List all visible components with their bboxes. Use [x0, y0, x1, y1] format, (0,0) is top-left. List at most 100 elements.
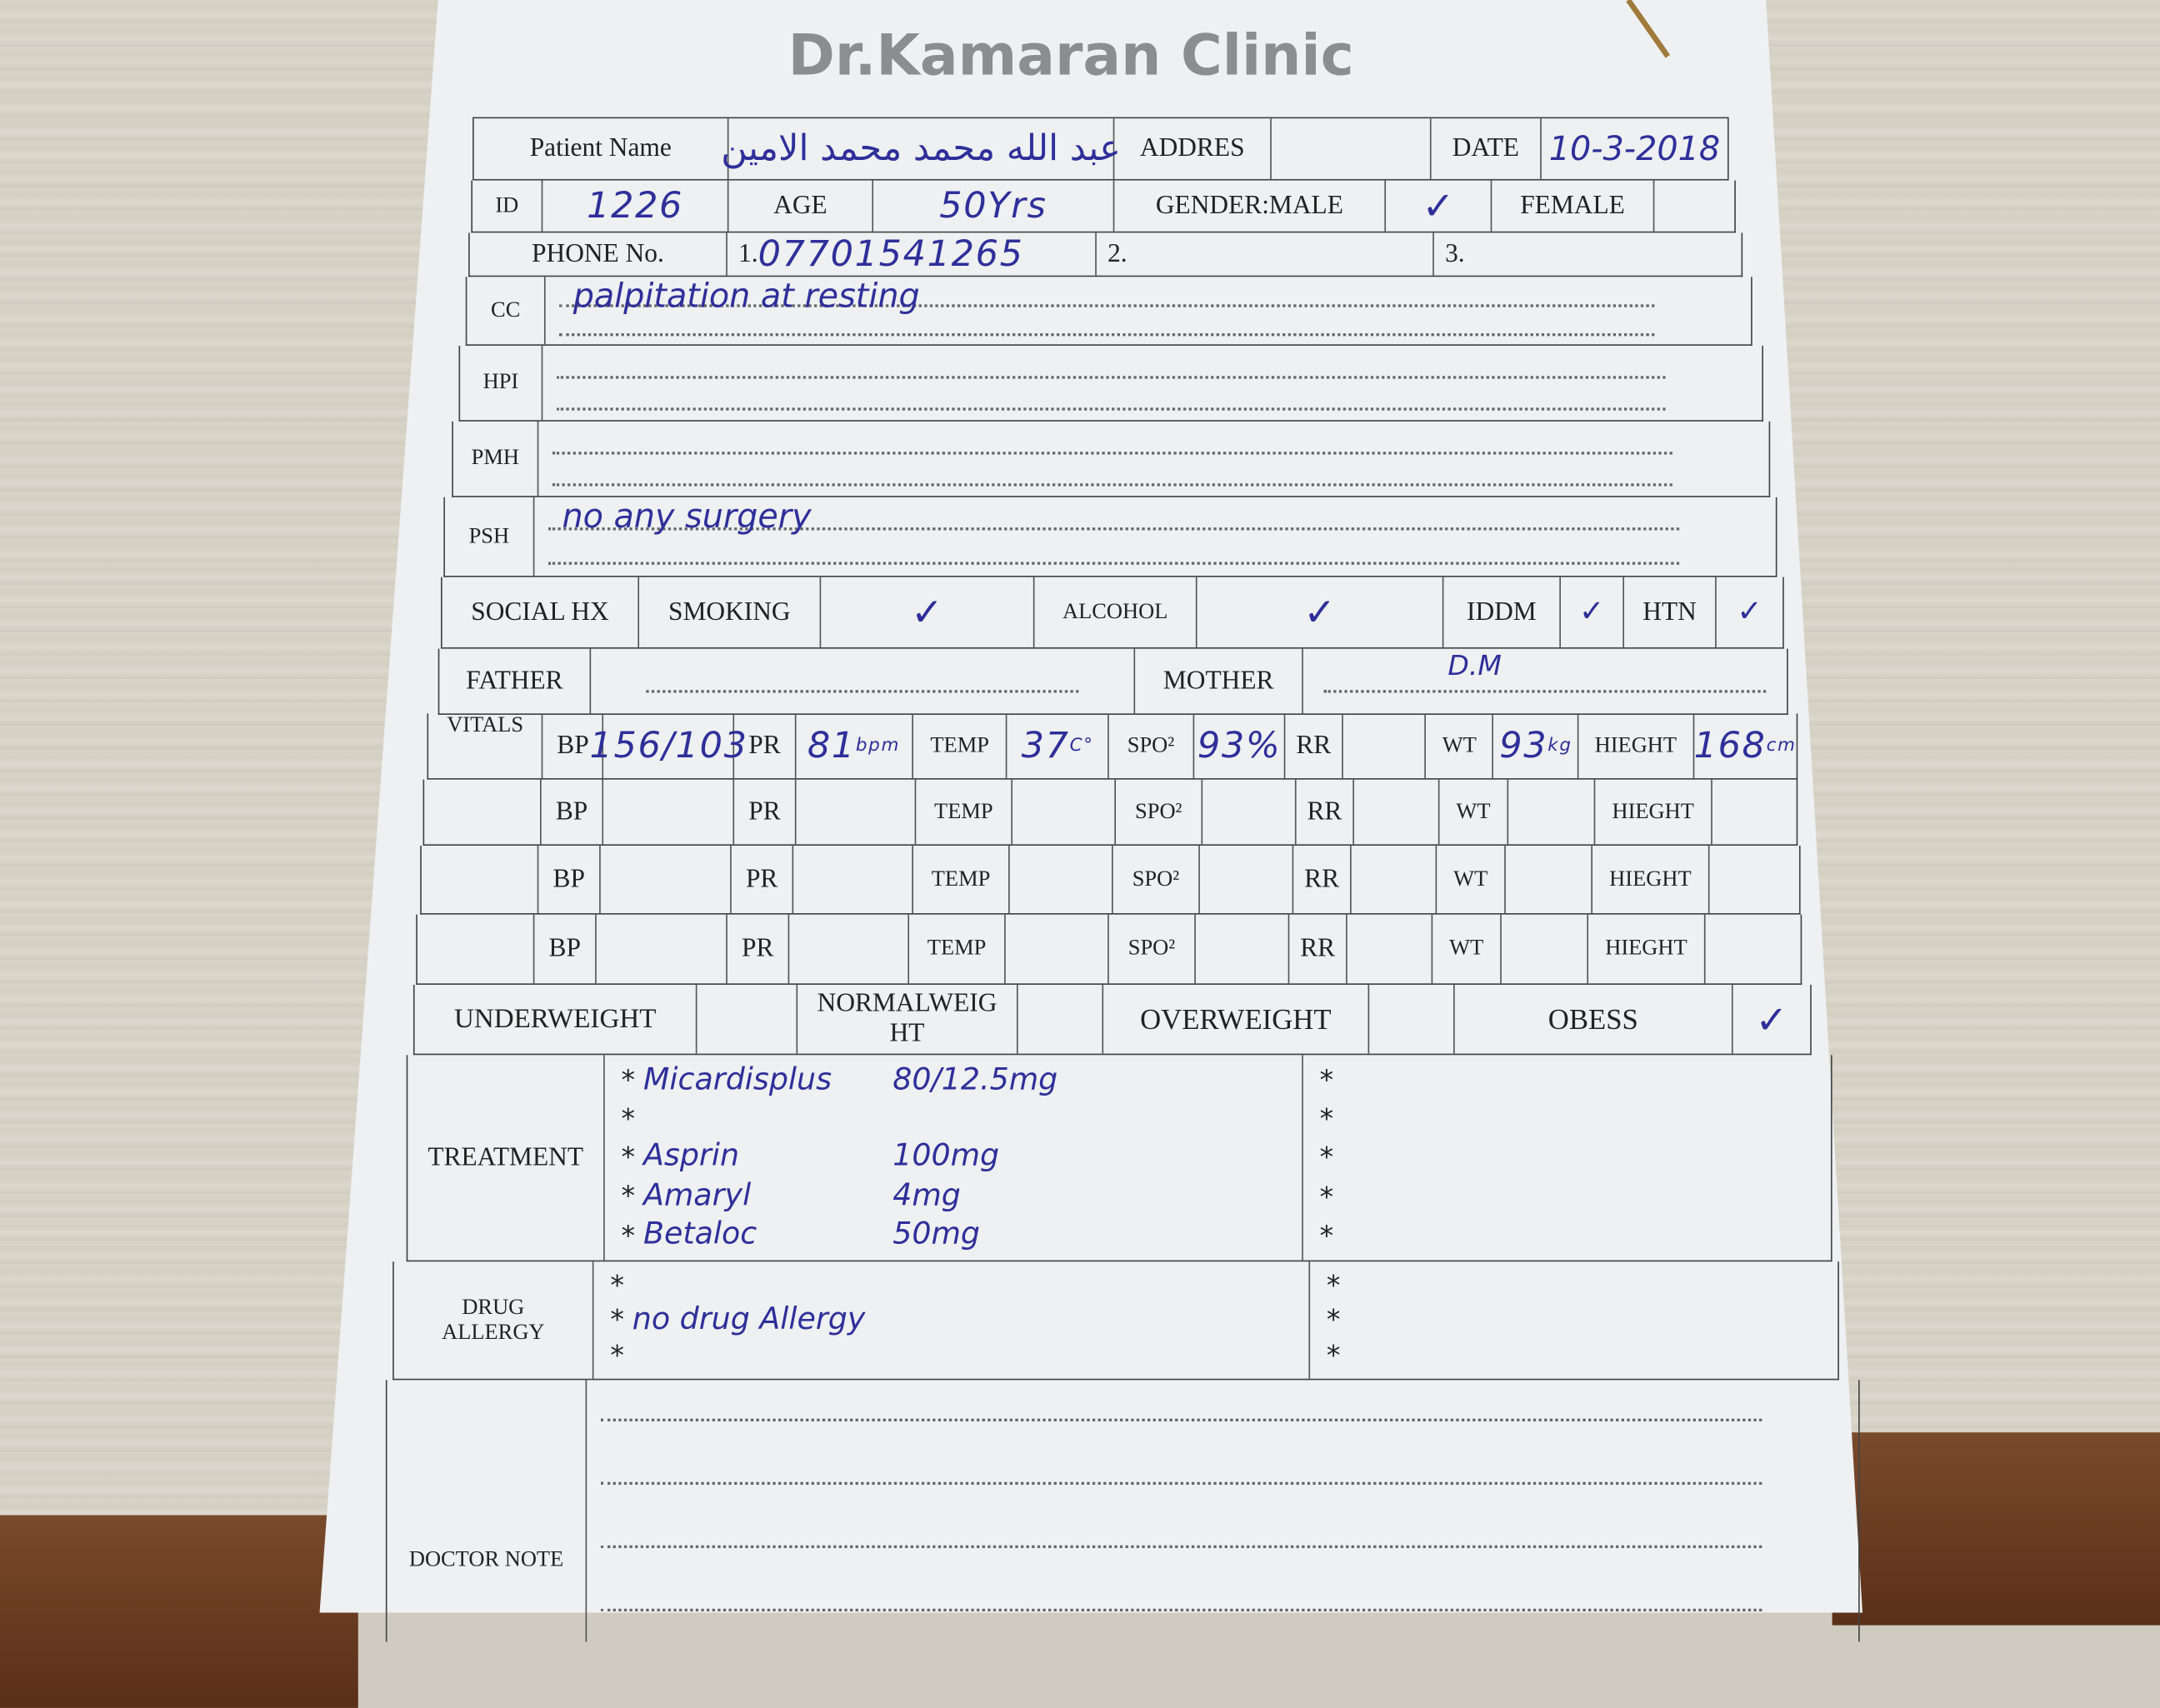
clinic-form-paper	[319, 0, 1862, 1613]
phone-2[interactable]: 2.	[1097, 232, 1434, 276]
alcohol-label: ALCOHOL	[1034, 577, 1198, 647]
rr-label: RR	[1289, 914, 1348, 984]
vitals-row: BP PR TEMP SPO² RR WT HIEGHT	[416, 914, 1802, 985]
female-check-box[interactable]	[1654, 181, 1734, 232]
normal-weight-box[interactable]	[1018, 984, 1104, 1054]
underweight-box[interactable]	[697, 984, 798, 1054]
hpi-row: HPI	[458, 345, 1763, 422]
treatment-row: TREATMENT * Micardisplus 80/12.5mg * * Aspr…	[406, 1055, 1832, 1262]
vitals-row: BP PR TEMP SPO² RR WT HIEGHT	[420, 846, 1801, 915]
social-hx-label: SOCIAL HX	[442, 577, 640, 647]
rr-label: RR	[1286, 713, 1343, 779]
date-field[interactable]: 10-3-2018	[1548, 129, 1721, 168]
pmh-field[interactable]	[538, 422, 1768, 496]
overweight-label: OVERWEIGHT	[1103, 984, 1370, 1054]
psh-value: no any surgery	[562, 497, 812, 537]
bp-label: BP	[542, 779, 604, 845]
spo2-value[interactable]	[1200, 846, 1294, 914]
smoking-check-mark[interactable]: ✓	[821, 577, 1035, 647]
treatment-list[interactable]: * Micardisplus 80/12.5mg * * Asprin 100mg * A…	[605, 1055, 1303, 1261]
treatment-list-2[interactable]: * * * * *	[1319, 1063, 1334, 1252]
bp-label: BP	[543, 713, 604, 779]
alcohol-check-mark[interactable]: ✓	[1198, 577, 1444, 647]
age-field[interactable]: 50Yrs	[873, 180, 1115, 232]
cc-field[interactable]: palpitation at resting	[546, 277, 1751, 344]
wt-unit: kg	[1548, 735, 1572, 757]
height-value[interactable]	[1712, 780, 1797, 845]
phone-1-value: 07701541265	[758, 233, 1024, 275]
pr-value[interactable]	[796, 779, 917, 845]
phone-3[interactable]: 3.	[1445, 238, 1465, 268]
temp-value[interactable]	[1012, 779, 1117, 845]
id-field[interactable]: 1226	[542, 180, 729, 232]
temp-value[interactable]	[1006, 914, 1109, 984]
pr-label: PR	[728, 914, 790, 984]
height-value[interactable]	[1706, 915, 1801, 984]
hpi-label: HPI	[460, 345, 543, 421]
pmh-row: PMH	[452, 421, 1771, 497]
treatment-item: *	[621, 1101, 636, 1136]
temp-label: TEMP	[916, 779, 1013, 845]
rr-value[interactable]	[1348, 914, 1433, 984]
wt-value[interactable]	[1506, 846, 1592, 914]
height-value[interactable]	[1709, 846, 1798, 913]
rr-value[interactable]	[1354, 779, 1440, 845]
treatment-label: TREATMENT	[408, 1055, 605, 1261]
spo2-value[interactable]	[1196, 914, 1290, 984]
rr-value[interactable]	[1342, 713, 1427, 779]
pr-value[interactable]	[789, 914, 910, 984]
smoking-label: SMOKING	[639, 577, 822, 647]
wt-label: WT	[1432, 914, 1502, 984]
hpi-field[interactable]	[542, 346, 1762, 420]
address-label: ADDRES	[1114, 118, 1272, 179]
rr-value[interactable]	[1352, 846, 1438, 914]
doctor-note-field[interactable]	[587, 1380, 1858, 1641]
cc-label: CC	[467, 277, 546, 345]
drug-allergy-list-2[interactable]: * * *	[1326, 1268, 1341, 1372]
overweight-box[interactable]	[1369, 984, 1455, 1054]
bp-label: BP	[538, 846, 601, 914]
underweight-label: UNDERWEIGHT	[415, 984, 698, 1054]
patient-name[interactable]: عبد الله محمد محمد الامين	[721, 118, 1119, 179]
male-check-mark[interactable]: ✓	[1386, 180, 1492, 232]
obese-check-mark[interactable]: ✓	[1755, 996, 1788, 1042]
spo2-value[interactable]	[1202, 779, 1297, 845]
spo2-value[interactable]: 93%	[1194, 713, 1287, 779]
weight-class-row: UNDERWEIGHT NORMALWEIGHT OVERWEIGHT OBES…	[412, 984, 1812, 1056]
bp-value[interactable]	[601, 846, 732, 914]
htn-label: HTN	[1624, 577, 1717, 647]
mother-field[interactable]: D.M	[1303, 647, 1787, 714]
height-label: HIEGHT	[1592, 846, 1710, 914]
pr-unit: bpm	[855, 735, 901, 757]
wt-label: WT	[1437, 846, 1506, 914]
father-label: FATHER	[439, 648, 592, 714]
doctor-note-label: DOCTOR NOTE	[388, 1380, 588, 1642]
pr-value[interactable]	[793, 846, 914, 914]
spo2-label: SPO²	[1113, 846, 1200, 914]
temp-value[interactable]: 37 C°	[1008, 713, 1109, 779]
bp-value[interactable]: 156/103	[589, 713, 747, 779]
bp-value[interactable]	[597, 914, 728, 984]
address-field[interactable]	[1272, 118, 1432, 179]
psh-field[interactable]: no any surgery	[534, 497, 1775, 576]
father-field[interactable]	[591, 648, 1136, 714]
name-label: Patient Name	[474, 118, 729, 179]
wt-value[interactable]: 93 kg	[1494, 713, 1579, 779]
bp-value[interactable]	[603, 779, 735, 845]
psh-row: PSH no any surgery	[443, 497, 1778, 577]
temp-value[interactable]	[1010, 846, 1113, 914]
phone-label: PHONE No.	[470, 232, 728, 276]
wt-value[interactable]	[1508, 779, 1596, 845]
mother-value: D.M	[1448, 647, 1502, 682]
spo2-label: SPO²	[1116, 779, 1203, 845]
htn-check-mark[interactable]: ✓	[1737, 595, 1762, 630]
pr-value[interactable]: 81 bpm	[796, 713, 913, 779]
rr-label: RR	[1293, 846, 1352, 914]
vitals-row: VITALS BP 156/103 PR 81 bpm TEMP 37 C° SPO² 93% RR W…	[427, 713, 1798, 780]
wt-value[interactable]	[1502, 914, 1589, 984]
iddm-check-mark[interactable]: ✓	[1561, 577, 1625, 647]
height-value[interactable]: 168 cm	[1693, 725, 1797, 767]
drug-allergy-list[interactable]: * * no drug Allergy *	[593, 1261, 1311, 1379]
phone-1[interactable]: 1. 07701541265	[728, 232, 1097, 276]
